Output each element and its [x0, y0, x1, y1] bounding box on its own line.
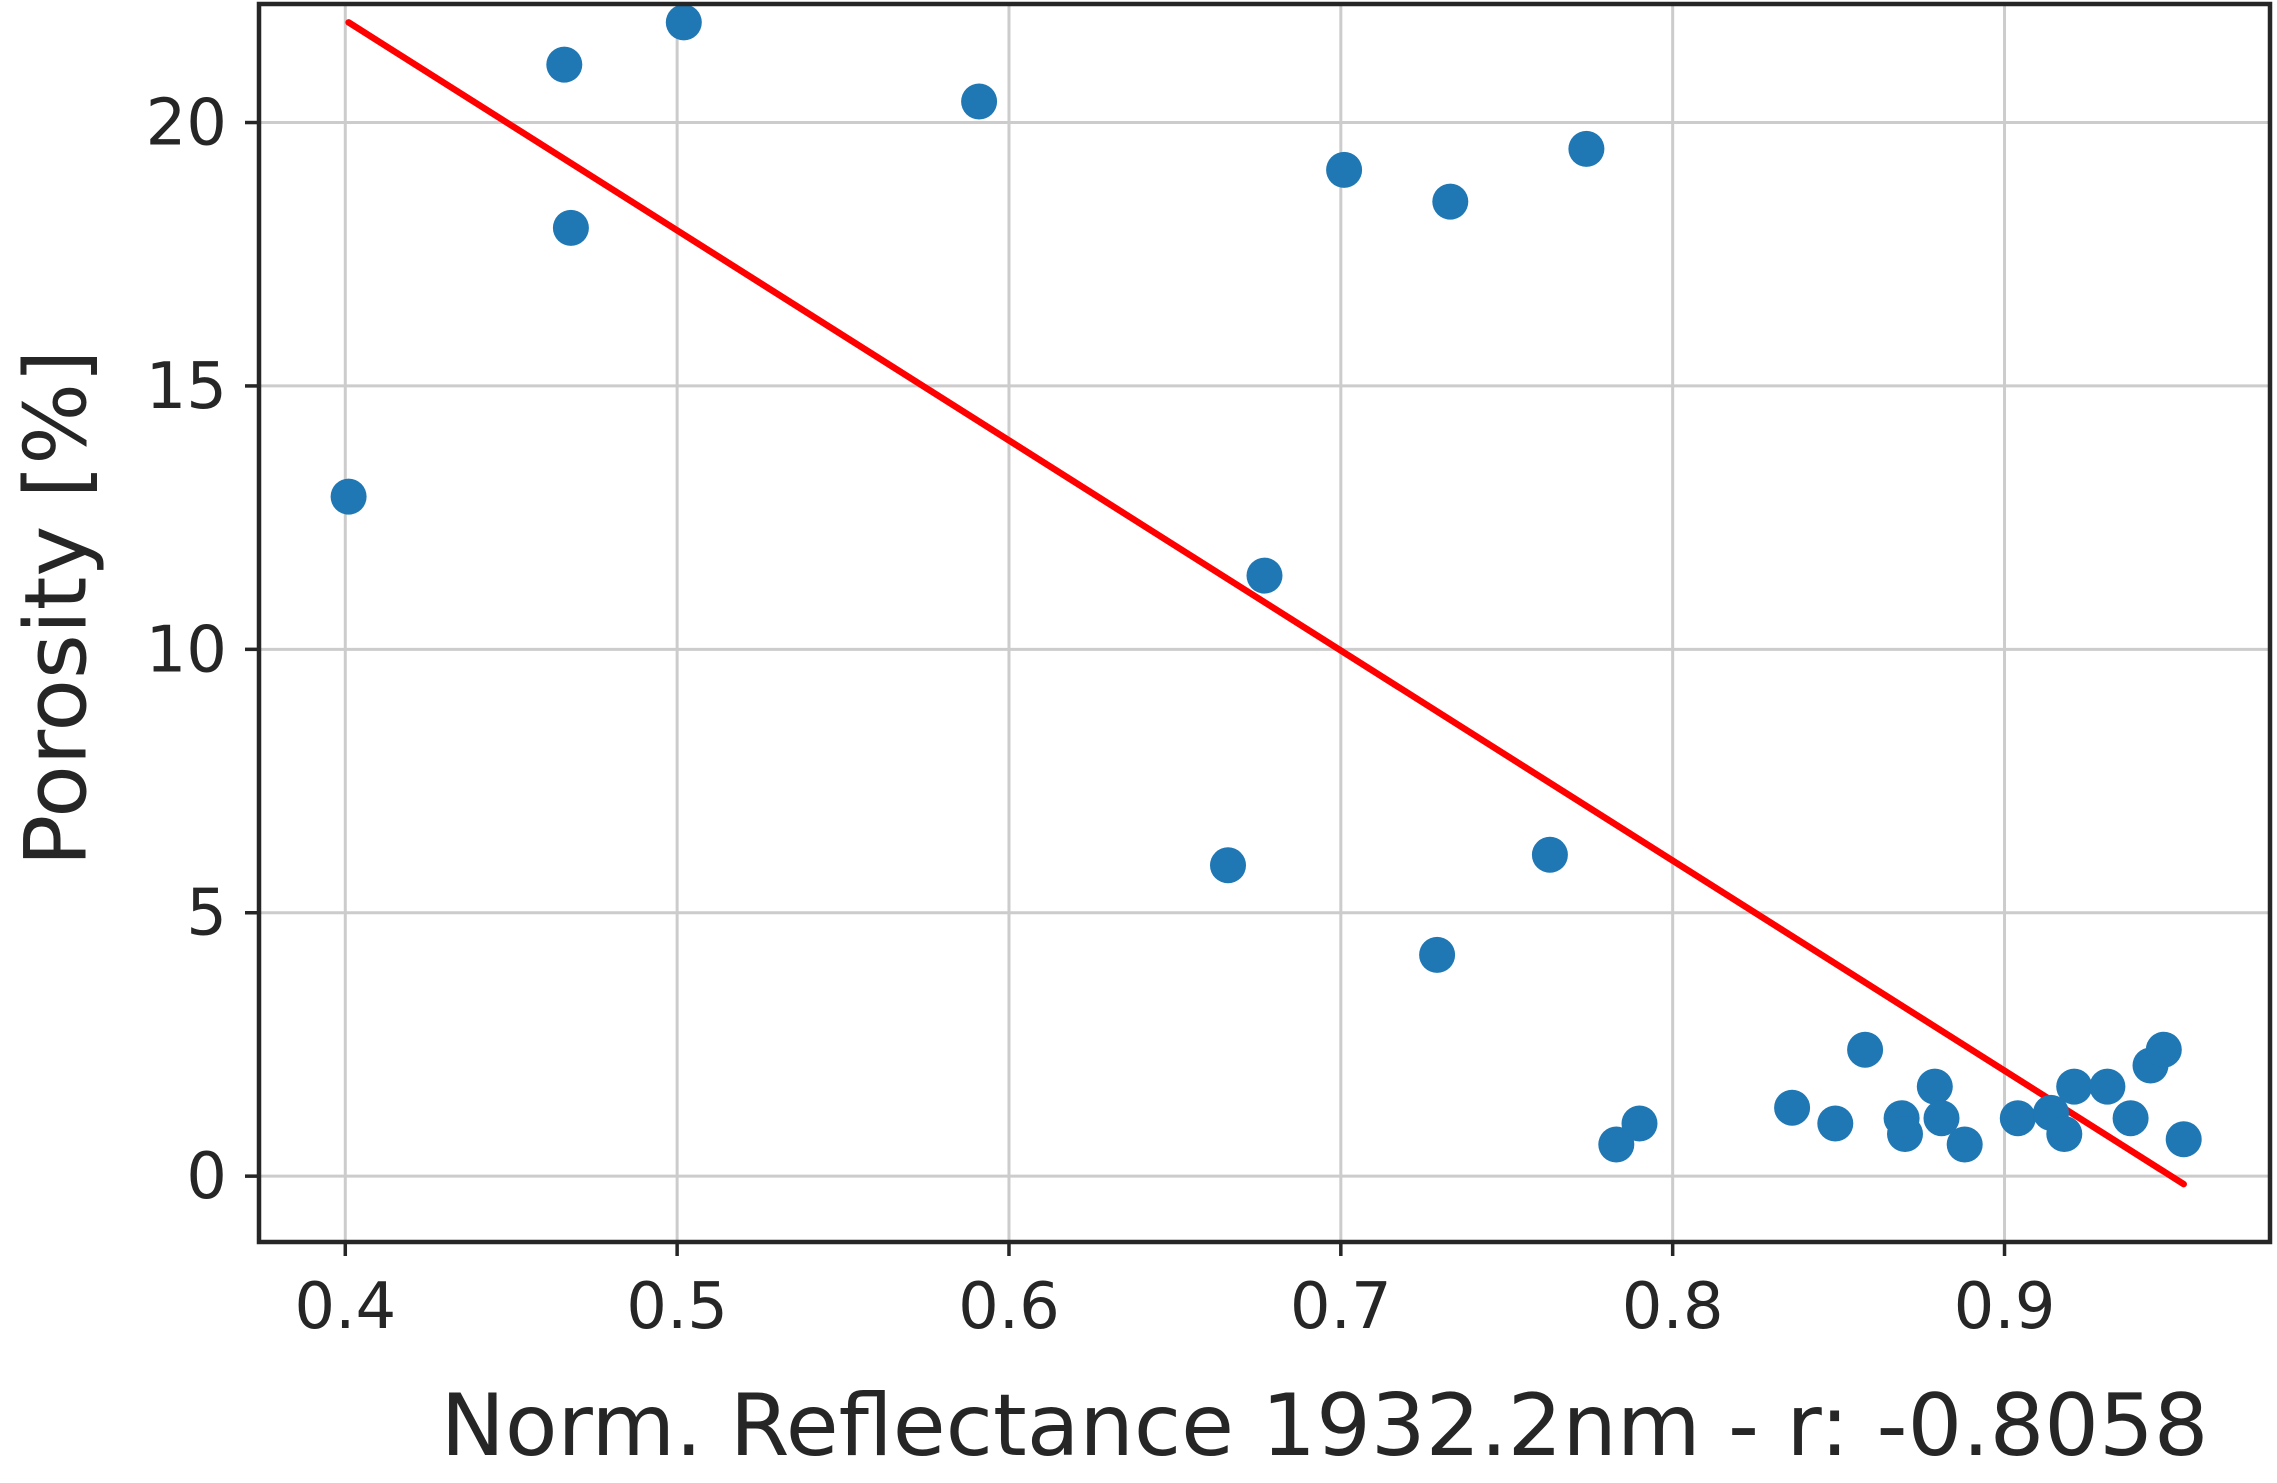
- data-points: [330, 4, 2202, 1163]
- grid-lines: [259, 4, 2270, 1242]
- data-point-24: [2046, 1116, 2083, 1152]
- data-point-7: [1326, 151, 1363, 188]
- data-point-9: [1432, 183, 1469, 220]
- x-tick-label-5: 0.9: [1954, 1270, 2056, 1344]
- data-point-10: [1531, 836, 1568, 873]
- data-point-2: [552, 209, 589, 246]
- plot-frame: [256, 1, 2273, 1245]
- fit-line-layer: [345, 19, 2187, 1188]
- y-tick-label-1: 5: [186, 877, 227, 951]
- data-point-3: [665, 4, 702, 41]
- data-point-13: [1621, 1105, 1658, 1142]
- y-tick-label-3: 15: [146, 350, 227, 424]
- data-point-11: [1568, 130, 1605, 167]
- data-point-18: [1887, 1116, 1923, 1152]
- axis-tick-labels: 0.4 0.5 0.6 0.7 0.8 0.9 0 5 10 15 20: [146, 87, 2056, 1344]
- data-point-16: [1847, 1031, 1884, 1068]
- data-point-26: [2089, 1068, 2126, 1105]
- y-axis-label: Porosity [%]: [6, 350, 106, 867]
- data-point-22: [1999, 1100, 2036, 1137]
- data-point-12: [1598, 1126, 1635, 1163]
- y-tick-label-0: 0: [186, 1140, 227, 1214]
- data-point-8: [1419, 936, 1456, 973]
- data-point-19: [1916, 1068, 1953, 1105]
- y-tick-label-2: 10: [146, 613, 227, 687]
- data-point-25: [2056, 1068, 2093, 1105]
- axis-ticks: [245, 120, 2007, 1256]
- fit-line: [345, 19, 2187, 1188]
- x-tick-label-3: 0.7: [1290, 1270, 1392, 1344]
- data-point-1: [546, 46, 583, 83]
- data-point-30: [2165, 1121, 2202, 1158]
- x-tick-label-2: 0.6: [958, 1270, 1060, 1344]
- x-tick-label-1: 0.5: [626, 1270, 728, 1344]
- data-point-14: [1774, 1089, 1811, 1126]
- x-tick-label-4: 0.8: [1622, 1270, 1724, 1344]
- data-point-6: [1246, 557, 1283, 594]
- data-point-5: [1210, 847, 1246, 884]
- data-point-20: [1923, 1100, 1960, 1137]
- x-tick-label-0: 0.4: [294, 1270, 396, 1344]
- data-point-29: [2145, 1031, 2182, 1068]
- data-point-21: [1946, 1126, 1983, 1163]
- data-point-15: [1817, 1105, 1854, 1142]
- x-axis-label: Norm. Reflectance 1932.2nm - r: -0.8058: [441, 1376, 2209, 1476]
- y-tick-label-4: 20: [146, 87, 227, 161]
- data-point-4: [961, 83, 998, 120]
- data-point-27: [2112, 1100, 2149, 1137]
- data-point-0: [330, 478, 367, 515]
